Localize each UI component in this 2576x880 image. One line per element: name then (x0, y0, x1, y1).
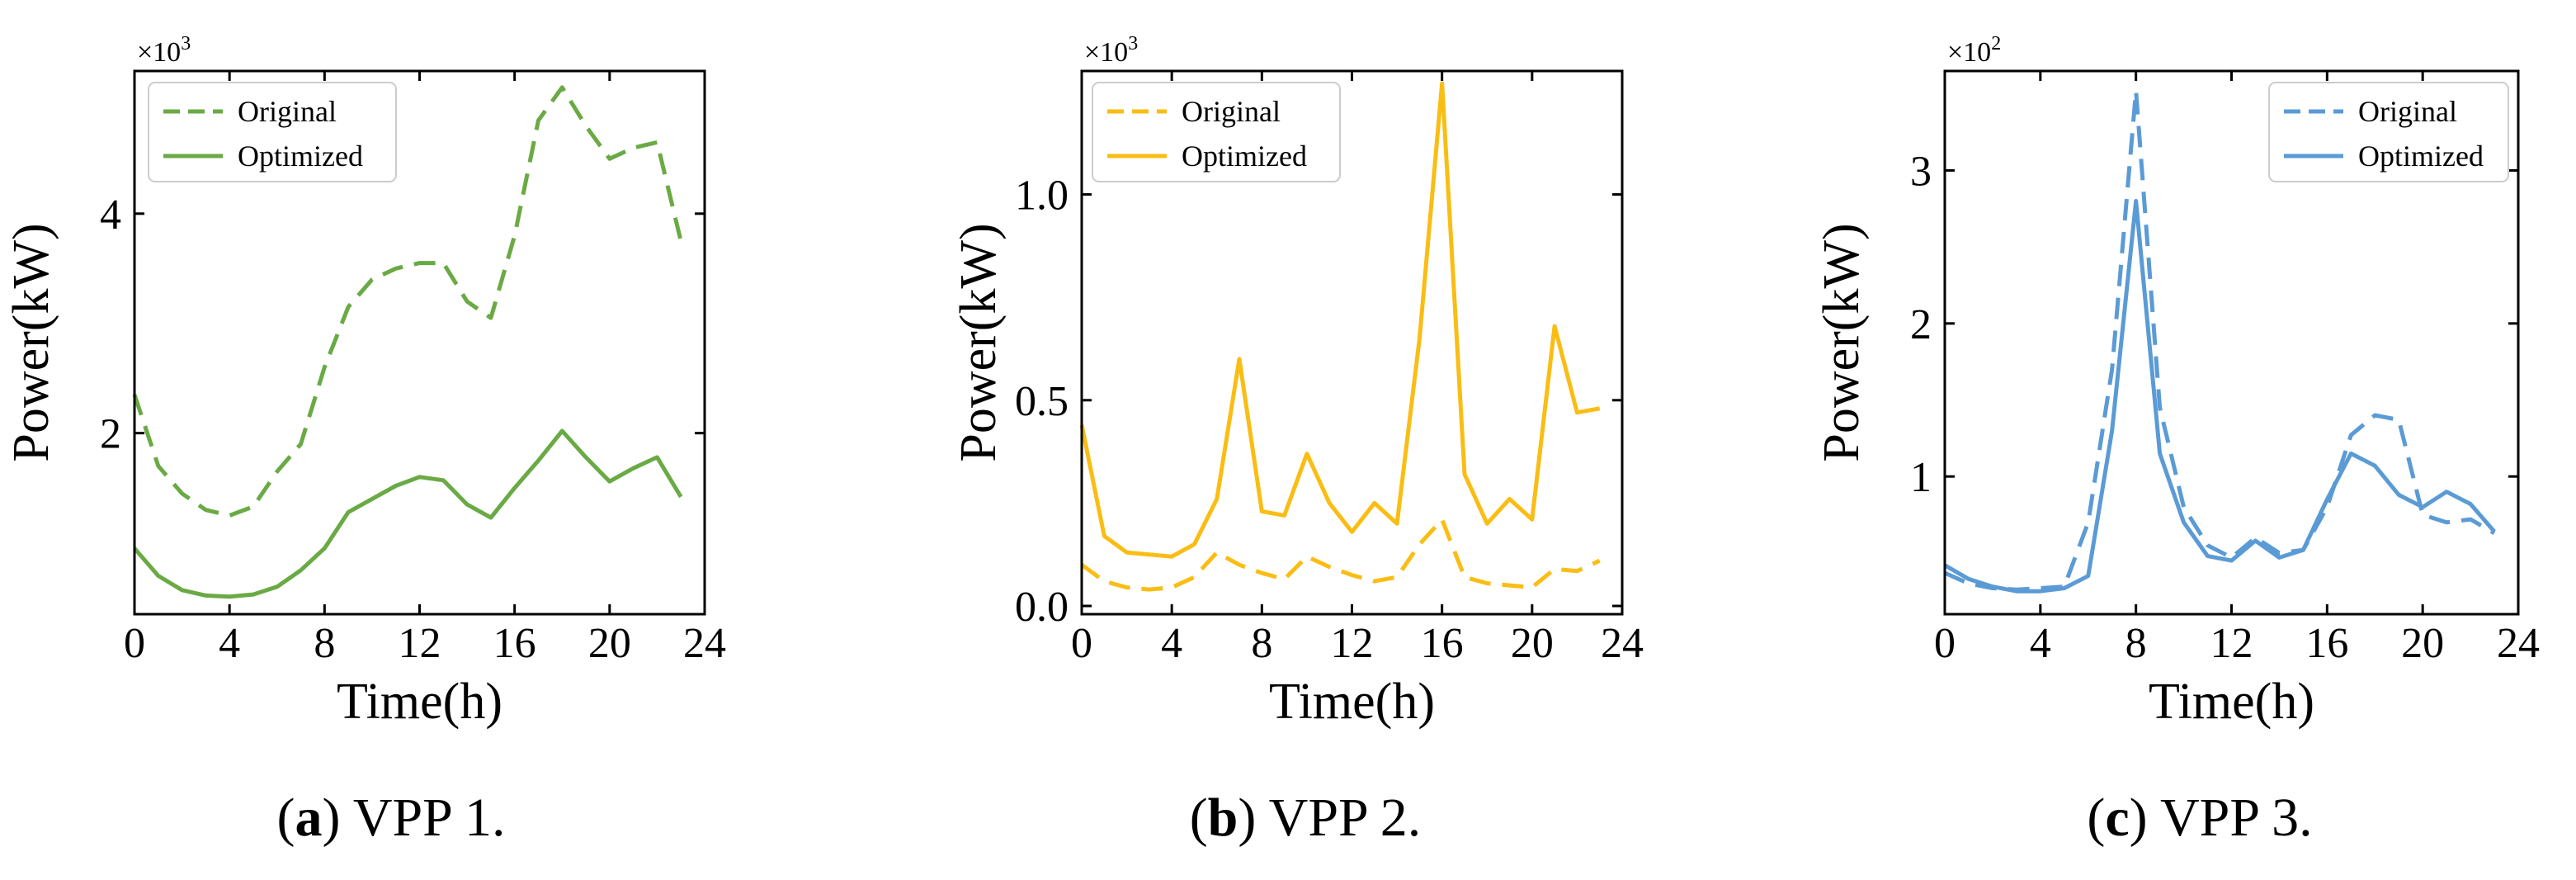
legend-label-optimized: Optimized (2358, 140, 2484, 173)
x-axis-label: Time(h) (2149, 674, 2314, 730)
x-tick-label: 8 (2125, 620, 2147, 667)
chart-panel-c: 0 4 8 12 16 20 24123×102Time(h)Power(kW)Origin… (1814, 33, 2540, 848)
x-axis-label: Time(h) (337, 674, 502, 730)
legend-label-original: Original (2358, 95, 2457, 128)
x-tick-label: 0 (124, 620, 145, 667)
y-axis-label: Power(kW) (951, 223, 1007, 461)
caption-text-part: ) VPP 1. (323, 788, 506, 848)
subfigure-caption: (a) VPP 1. (277, 788, 506, 848)
x-tick-label: 8 (314, 620, 335, 667)
x-tick-label: 16 (2305, 620, 2348, 667)
x-tick-label: 12 (399, 620, 441, 667)
chart-panel-a: 0 4 8 12 16 20 2424×103Time(h)Power(kW)Origina… (3, 33, 726, 848)
x-axis-label: Time(h) (1269, 674, 1435, 730)
axis-scale-label: ×103 (137, 33, 191, 68)
x-tick-label: 4 (219, 620, 240, 667)
subfigure-caption: (b) VPP 2. (1190, 788, 1422, 848)
caption-letter: c (2105, 788, 2129, 848)
legend-label-optimized: Optimized (1182, 140, 1307, 173)
y-axis-label: Power(kW) (3, 223, 59, 461)
x-tick-label: 20 (1511, 620, 1554, 667)
y-tick-label: 2 (1910, 301, 1932, 348)
series-line-optimized (1079, 81, 1601, 559)
caption-text-part: ( (277, 788, 295, 848)
caption-text-part: ) VPP 3. (2130, 788, 2313, 848)
caption-letter: b (1208, 788, 1238, 848)
x-tick-label: 24 (2497, 620, 2540, 667)
y-tick-label: 1 (1910, 454, 1932, 501)
y-tick-label: 2 (100, 411, 121, 458)
scale-exponent: 3 (181, 33, 191, 54)
legend-label-original: Original (238, 95, 337, 128)
x-tick-label: 8 (1251, 620, 1272, 667)
subfigure-caption: (c) VPP 3. (2087, 788, 2312, 848)
x-tick-label: 4 (1161, 620, 1182, 667)
x-tick-label: 0 (1934, 620, 1956, 667)
caption-letter: a (295, 788, 323, 848)
x-tick-label: 24 (1601, 620, 1644, 667)
caption-text-part: ) VPP 2. (1238, 788, 1421, 848)
legend-label-optimized: Optimized (238, 140, 363, 173)
legend-label-original: Original (1182, 95, 1281, 128)
series-line-original (1943, 88, 2496, 592)
chart-panel-b: 0 4 8 12 16 20 24 0.0 0.5 1.0 ×103 Time(h) Power(kW)… (951, 33, 1644, 848)
scale-exponent: 2 (1991, 33, 2001, 54)
y-tick-label: 4 (100, 192, 121, 239)
x-tick-label: 16 (493, 620, 536, 667)
scale-exponent: 3 (1128, 33, 1138, 54)
x-tick-label: 4 (2030, 620, 2051, 667)
series-line-original (1080, 517, 1601, 592)
scale-base: ×10 (1947, 37, 1991, 68)
y-axis-label: Power(kW) (1814, 223, 1870, 461)
y-tick-label: 1.0 (1015, 173, 1069, 220)
y-tick-label: 3 (1910, 148, 1932, 195)
series-line-optimized (1943, 199, 2496, 594)
axis-scale-label: ×102 (1947, 33, 2001, 68)
x-tick-label: 0 (1071, 620, 1092, 667)
y-tick-label: 0.0 (1015, 584, 1069, 631)
caption-text-part: ( (1190, 788, 1208, 848)
x-tick-label: 16 (1421, 620, 1464, 667)
scale-base: ×10 (137, 37, 181, 68)
axis-scale-label: ×103 (1084, 33, 1138, 68)
x-tick-label: 12 (2210, 620, 2253, 667)
scale-base: ×10 (1084, 37, 1128, 68)
y-tick-label: 0.5 (1015, 378, 1069, 425)
series-line-original (132, 85, 683, 518)
caption-text-part: ( (2087, 788, 2105, 848)
x-tick-label: 12 (1331, 620, 1374, 667)
series-line-optimized (133, 428, 683, 599)
x-tick-label: 20 (588, 620, 631, 667)
x-tick-label: 20 (2401, 620, 2444, 667)
x-tick-label: 24 (683, 620, 726, 667)
